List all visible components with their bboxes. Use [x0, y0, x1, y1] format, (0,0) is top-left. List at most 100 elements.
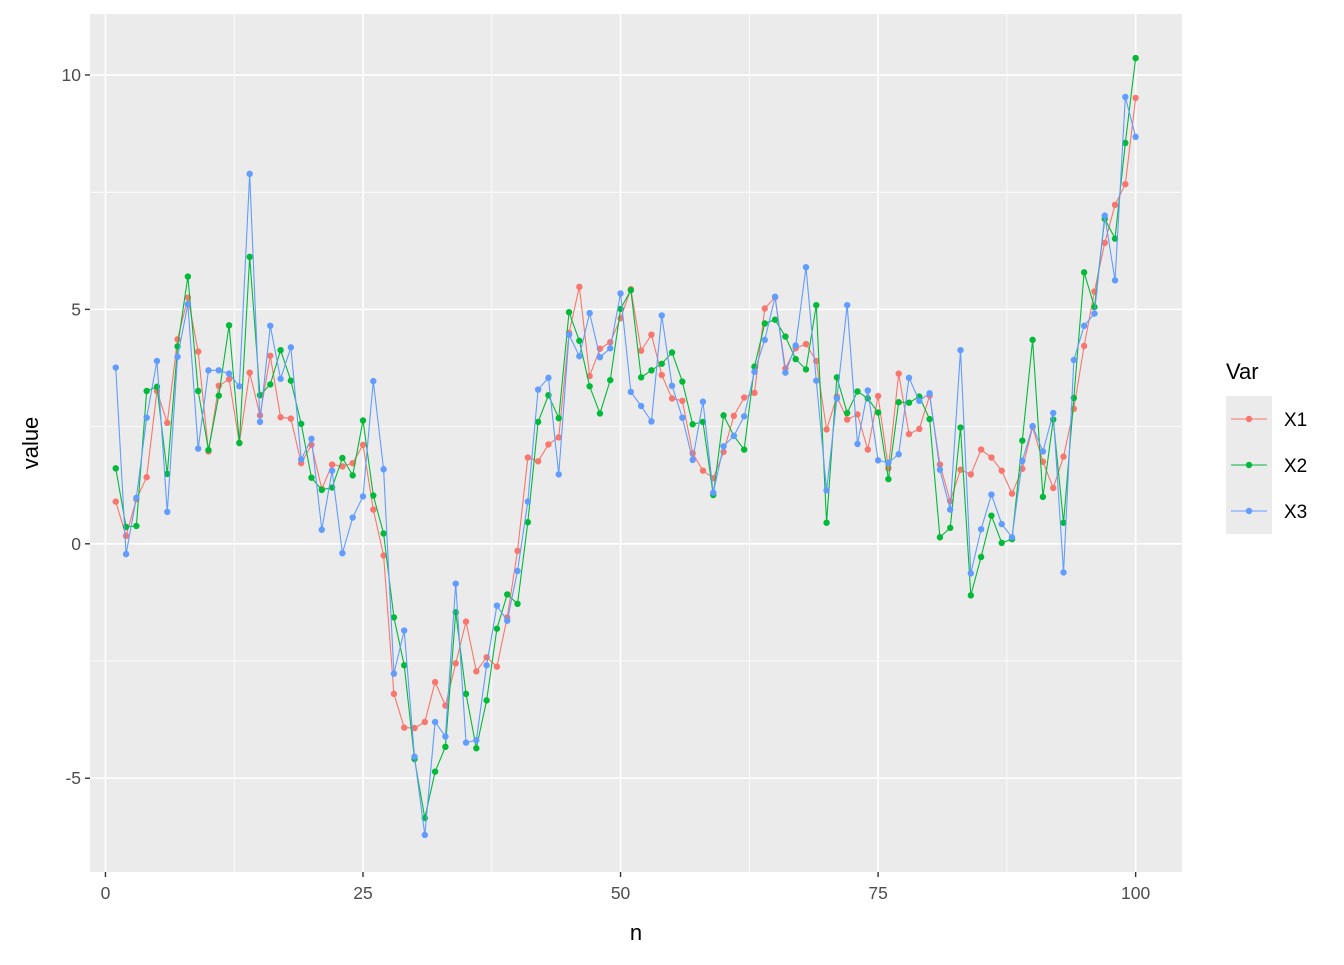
data-point-X2	[936, 534, 944, 541]
data-point-X2	[1122, 139, 1129, 147]
data-point-X2	[555, 414, 562, 422]
legend-label: X2	[1284, 456, 1307, 477]
data-point-X3	[297, 456, 305, 463]
data-point-X2	[318, 486, 325, 494]
y-tick-label: 0	[71, 534, 81, 554]
data-point-X2	[133, 522, 140, 530]
data-point-X3	[565, 331, 573, 338]
data-point-X3	[112, 364, 119, 371]
data-point-X3	[1111, 277, 1119, 284]
data-point-X3	[988, 491, 995, 498]
data-point-X2	[349, 472, 356, 479]
data-point-X3	[596, 354, 604, 361]
data-point-X2	[164, 470, 171, 478]
data-point-X1	[967, 471, 975, 478]
data-point-X3	[1132, 133, 1139, 141]
data-point-X3	[648, 418, 655, 425]
data-point-X1	[658, 371, 665, 379]
data-point-X3	[843, 301, 851, 309]
data-point-X3	[545, 374, 552, 382]
data-point-X3	[1029, 422, 1036, 430]
data-point-X3	[390, 670, 398, 677]
data-point-X1	[1101, 239, 1108, 246]
data-point-X2	[277, 346, 284, 354]
data-point-X2	[225, 322, 233, 329]
data-point-X2	[524, 519, 532, 526]
data-point-X1	[246, 369, 253, 376]
data-point-X3	[452, 580, 459, 587]
data-point-X2	[442, 743, 449, 751]
data-point-X3	[483, 662, 490, 669]
x-tick-label: 25	[353, 883, 372, 903]
data-point-X3	[617, 290, 624, 297]
data-point-X1	[164, 419, 171, 427]
data-point-X1	[225, 376, 233, 383]
data-point-X2	[576, 337, 583, 344]
legend-title: Var	[1226, 359, 1259, 384]
data-point-X3	[916, 397, 923, 405]
data-point-X2	[720, 412, 727, 419]
data-point-X1	[1111, 201, 1119, 209]
data-point-X3	[1101, 212, 1108, 219]
data-point-X1	[864, 446, 871, 453]
data-point-X1	[112, 498, 119, 505]
data-point-X2	[143, 387, 150, 395]
data-point-X3	[133, 494, 140, 502]
data-point-X2	[833, 374, 841, 381]
legend-item-X2: X2	[1226, 442, 1307, 488]
data-point-X1	[534, 458, 542, 465]
data-point-X2	[586, 383, 593, 390]
data-point-X1	[751, 389, 758, 397]
data-point-X3	[504, 617, 511, 624]
data-point-X2	[390, 614, 398, 621]
data-point-X1	[668, 395, 676, 402]
data-point-X1	[411, 724, 418, 732]
data-point-X3	[534, 386, 542, 393]
data-point-X3	[586, 309, 593, 317]
data-point-X3	[153, 357, 161, 365]
data-point-X2	[401, 662, 408, 669]
data-point-X3	[895, 451, 902, 458]
data-point-X3	[359, 493, 367, 500]
x-tick-label: 0	[101, 883, 111, 903]
data-point-X3	[1070, 356, 1078, 364]
data-point-X2	[843, 409, 851, 417]
legend-item-X3: X3	[1226, 488, 1307, 534]
data-point-X2	[1132, 54, 1139, 62]
data-point-X2	[565, 308, 573, 316]
data-point-X2	[297, 420, 305, 427]
data-point-X2	[194, 387, 202, 395]
y-tick-label: 10	[62, 65, 82, 85]
data-point-X2	[339, 454, 346, 462]
data-point-X3	[256, 418, 264, 426]
data-point-X3	[246, 170, 253, 178]
data-point-X1	[287, 415, 295, 422]
data-point-X2	[648, 367, 655, 374]
data-point-X3	[122, 550, 130, 558]
data-point-X1	[607, 338, 614, 346]
data-point-X1	[277, 414, 284, 421]
data-point-X2	[1080, 269, 1088, 276]
data-point-X3	[720, 443, 727, 450]
data-point-X3	[833, 395, 841, 402]
data-point-X3	[236, 383, 243, 390]
data-point-X2	[380, 530, 387, 537]
data-point-X3	[637, 402, 645, 410]
data-point-X1	[977, 446, 985, 453]
data-point-X1	[648, 331, 655, 338]
data-point-X2	[122, 523, 130, 531]
data-point-X1	[431, 678, 439, 686]
data-point-X2	[854, 388, 861, 395]
data-point-X3	[957, 346, 964, 354]
data-point-X1	[679, 397, 686, 405]
data-point-X2	[1091, 303, 1098, 311]
data-point-X1	[1070, 405, 1078, 412]
data-point-X2	[658, 360, 665, 367]
data-point-X1	[174, 336, 181, 343]
data-point-X1	[555, 434, 562, 441]
data-point-X3	[947, 506, 954, 513]
data-point-X3	[730, 432, 738, 440]
data-point-X3	[318, 526, 325, 533]
data-point-X1	[339, 463, 346, 470]
